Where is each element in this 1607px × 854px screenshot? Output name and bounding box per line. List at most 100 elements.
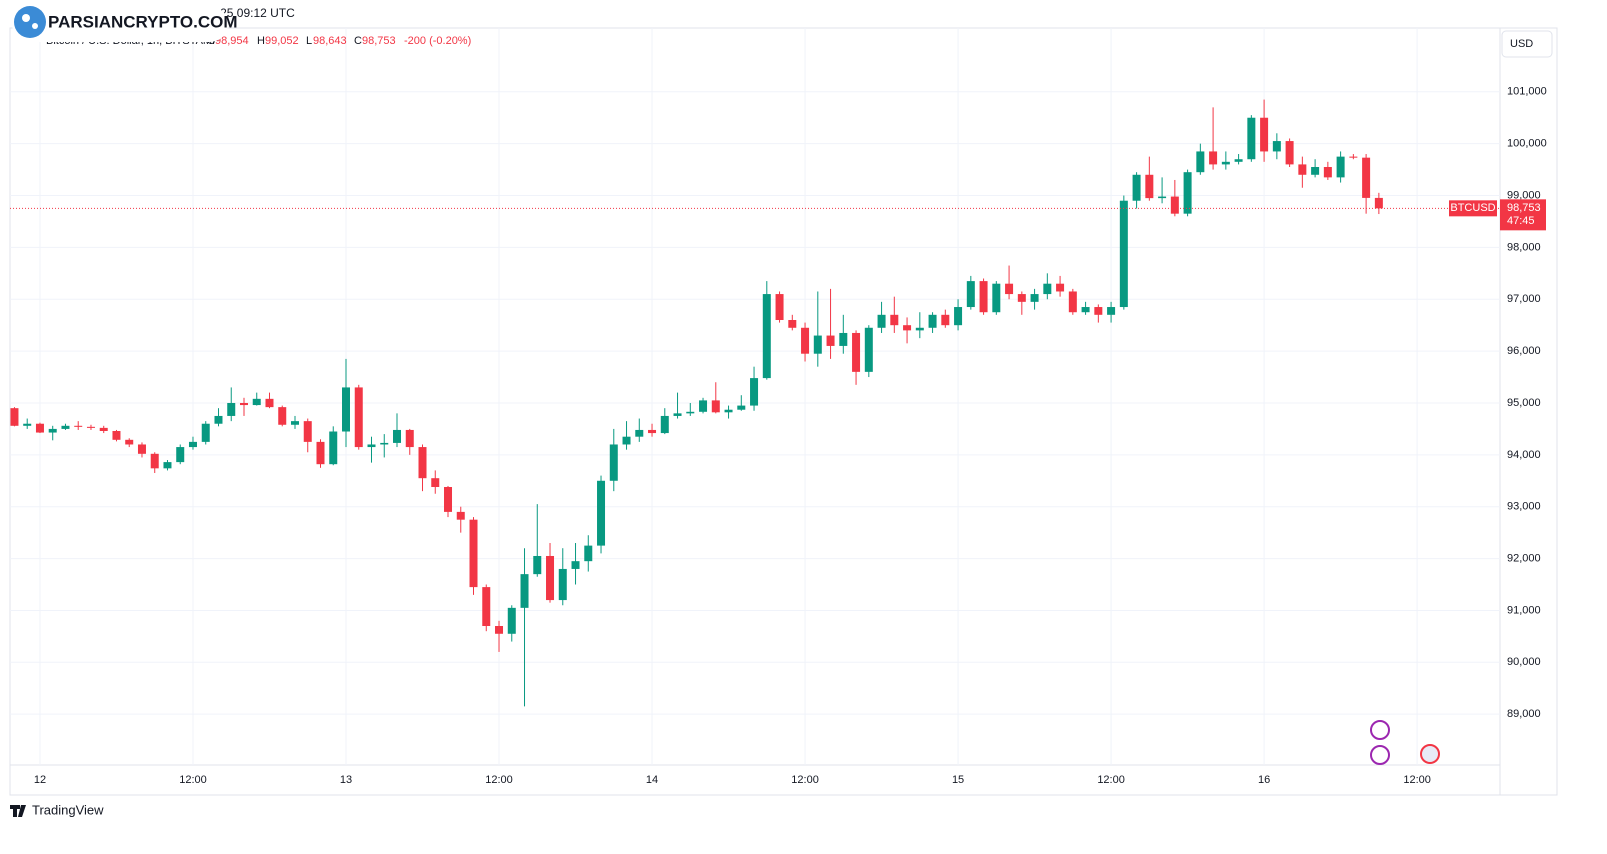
candle-body [176,447,185,463]
candle-body [367,444,376,448]
candle-body [1349,156,1358,158]
candle-body [915,327,924,331]
candle-body [775,294,784,320]
logo-text: PARSIANCRYPTO.COM [48,12,238,31]
candle-body [1221,161,1230,165]
candle-body [788,319,797,328]
currency-button[interactable] [1501,30,1553,58]
y-tick-label: 97,000 [1507,293,1541,305]
candle-body [431,478,440,488]
candle-body [877,314,886,328]
candle-body [724,409,733,413]
candle-body [1017,294,1026,302]
logo-icon [14,6,46,38]
icon[interactable] [1420,744,1440,764]
icon[interactable] [1370,720,1390,740]
y-tick-label: 91,000 [1507,604,1541,616]
candle-body [1362,157,1371,198]
candle-body [150,453,159,469]
candle-body [201,423,210,442]
candle-body [1094,307,1103,315]
candle-body [852,332,861,372]
x-tick-label: 12:00 [1097,774,1125,786]
candle-body [699,400,708,412]
candle-body [188,441,197,448]
x-tick-label: 14 [646,774,658,786]
candle-body [99,427,108,431]
candle-body [1183,172,1192,214]
x-tick-label: 13 [340,774,352,786]
candle-body [890,314,899,326]
candle-body [239,402,248,406]
y-tick-label: 89,000 [1507,708,1541,720]
candle-body [609,444,618,481]
y-tick-label: 92,000 [1507,552,1541,564]
candle-body [495,626,504,634]
candle-body [1260,117,1269,152]
candle-body [546,555,555,601]
x-tick-label: 12 [34,774,46,786]
candle-body [1081,307,1090,313]
candle-body [1311,166,1320,175]
x-tick-label: 16 [1258,774,1270,786]
candle-body [648,429,657,434]
candle-body [750,378,759,406]
y-tick-label: 98,000 [1507,241,1541,253]
legend-change: -200 (-0.20%) [404,35,471,47]
candle-body [1234,159,1243,162]
candle-body [711,400,720,413]
candle-body [584,545,593,562]
candle-body [1119,200,1128,308]
logo-dot [22,14,30,22]
candle-body [380,442,389,445]
candle-body [227,402,236,416]
candle-body [48,428,57,433]
x-tick-label: 12:00 [179,774,207,786]
icons [1370,720,1440,765]
candle-body [1298,164,1307,175]
y-tick-label: 93,000 [1507,501,1541,513]
logo-dot [32,23,38,29]
candle-body [673,413,682,416]
candle-body [112,430,121,440]
legend-c: C [354,35,362,47]
candle-body [456,511,465,520]
currency[interactable]: USD [1510,38,1533,50]
candle-body [941,314,950,326]
candle-body [1209,151,1218,165]
candle-body [1043,283,1052,295]
candle-body [597,480,606,546]
candle-body [903,325,912,331]
candle-body [469,519,478,588]
candle-body [1068,291,1077,313]
candle-body [507,607,516,634]
candle-body [125,439,134,445]
candle-body [954,307,963,326]
icon[interactable] [1370,745,1390,765]
candle-body [418,447,427,479]
candle-body [813,335,822,354]
candle-body [405,429,414,448]
candle-body [558,568,567,601]
y-tick-label: 95,000 [1507,397,1541,409]
candle-body [265,398,274,408]
candle-body [393,429,402,443]
candle-body [992,283,1001,313]
candle-body [278,407,287,425]
legend-l: L [306,35,312,47]
candle-body [762,294,771,379]
candle-body [1158,196,1167,199]
candle-body [622,436,631,445]
frame [9,27,1558,796]
candle-body [1285,141,1294,165]
candle-body [979,281,988,313]
y-tick-label: 90,000 [1507,656,1541,668]
candles [10,99,1383,707]
candle-body [1170,196,1179,214]
y-tick-label: 100,000 [1507,138,1547,150]
candle-body [635,429,644,437]
candle-body [341,387,350,432]
x-tick-label: 12:00 [791,774,819,786]
price-tag [1500,199,1546,231]
